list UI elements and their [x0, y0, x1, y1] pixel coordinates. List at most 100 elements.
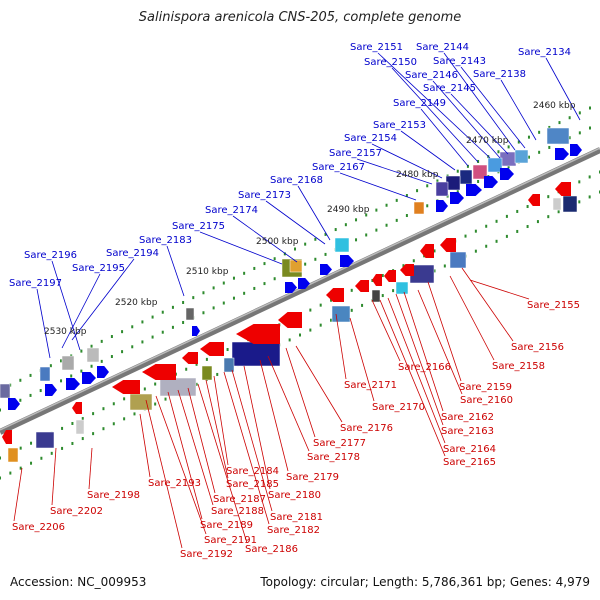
- tick-top-inner: [222, 301, 225, 305]
- gene-arrow-reverse: [355, 280, 369, 292]
- tick-bottom-inner: [402, 264, 405, 268]
- gene-block: [223, 357, 235, 373]
- accession-text: Accession: NC_009953: [10, 575, 147, 589]
- leader-line-bottom: [379, 299, 446, 457]
- leader-line-top: [400, 130, 456, 171]
- tick-bottom-inner: [578, 180, 581, 184]
- tick-top-outer: [416, 189, 419, 193]
- gene-block: [546, 127, 570, 145]
- tick-top-outer: [477, 159, 480, 163]
- scale-label: 2520 kbp: [115, 298, 158, 308]
- gene-label-bottom: Sare_2176: [340, 423, 393, 434]
- leader-line-top: [166, 245, 185, 297]
- leader-line-bottom: [177, 389, 214, 506]
- gene-block: [562, 195, 578, 213]
- gene-label-bottom: Sare_2185: [226, 479, 279, 490]
- tick-bottom-outer: [392, 289, 395, 293]
- tick-bottom-outer: [588, 195, 591, 199]
- leader-line-bottom: [213, 375, 229, 466]
- leader-line-top: [71, 258, 135, 341]
- gene-block: [159, 377, 197, 397]
- gene-block: [7, 447, 19, 463]
- tick-bottom-inner: [505, 214, 508, 218]
- tick-bottom-outer: [299, 333, 301, 337]
- leader-line-bottom: [387, 297, 446, 444]
- leader-line-top: [356, 158, 433, 185]
- gene-label-top: Sare_2134: [518, 47, 571, 58]
- gene-block: [231, 341, 281, 367]
- gene-label-top: Sare_2154: [344, 133, 397, 144]
- gene-arrow-forward: [500, 168, 514, 180]
- tick-top-outer: [538, 130, 541, 134]
- tick-top-outer: [263, 262, 266, 266]
- gene-arrow-forward: [450, 192, 464, 204]
- leader-line-top: [51, 260, 81, 351]
- tick-top-inner: [161, 330, 164, 334]
- gene-label-bottom: Sare_2202: [50, 506, 103, 517]
- tick-bottom-inner: [433, 249, 436, 253]
- gene-arrow-forward: [97, 366, 109, 378]
- gene-label-bottom: Sare_2158: [492, 361, 545, 372]
- leader-line-bottom: [145, 399, 183, 549]
- leader-line-top: [460, 66, 526, 149]
- tick-top-inner: [80, 369, 83, 373]
- leader-line-bottom: [469, 279, 530, 300]
- tick-top-inner: [121, 350, 124, 354]
- gene-label-top: Sare_2157: [329, 148, 382, 159]
- leader-line-bottom: [449, 275, 495, 361]
- gene-label-top: Sare_2167: [312, 162, 365, 173]
- tick-bottom-outer: [123, 417, 126, 421]
- tick-bottom-outer: [526, 225, 529, 229]
- tick-top-inner: [324, 252, 327, 256]
- leader-line-bottom: [187, 387, 216, 494]
- tick-top-inner: [243, 291, 246, 295]
- tick-top-inner: [182, 320, 185, 324]
- gene-label-bottom: Sare_2182: [267, 525, 320, 536]
- scale-label: 2500 kbp: [256, 237, 299, 247]
- tick-top-inner: [141, 340, 144, 344]
- gene-label-bottom: Sare_2192: [180, 549, 233, 560]
- leader-line-top: [36, 288, 51, 359]
- tick-bottom-outer: [195, 382, 198, 386]
- gene-label-bottom: Sare_2198: [87, 490, 140, 501]
- gene-label-top: Sare_2144: [416, 42, 469, 53]
- tick-bottom-inner: [330, 298, 333, 302]
- genome-summary-text: Topology: circular; Length: 5,786,361 bp…: [260, 575, 590, 589]
- tick-top-inner: [70, 374, 73, 378]
- leader-line-bottom: [403, 291, 444, 412]
- tick-top-inner: [29, 393, 32, 397]
- tick-bottom-inner: [516, 209, 519, 213]
- tick-bottom-outer: [9, 471, 12, 475]
- tick-top-outer: [283, 252, 286, 256]
- leader-line-bottom: [139, 413, 151, 478]
- tick-top-outer: [578, 111, 581, 115]
- tick-top-outer: [405, 194, 408, 198]
- tick-top-outer: [151, 315, 154, 319]
- tick-top-inner: [232, 296, 235, 300]
- gene-arrow-reverse: [555, 182, 571, 196]
- map-title: Salinispora arenicola CNS-205, complete …: [138, 10, 462, 25]
- gene-block: [459, 169, 473, 185]
- tick-top-inner: [456, 189, 459, 193]
- tick-top-outer: [232, 276, 235, 280]
- tick-bottom-outer: [350, 308, 353, 312]
- tick-bottom-inner: [143, 387, 146, 391]
- gene-label-top: Sare_2195: [72, 263, 125, 274]
- leader-line-bottom: [243, 365, 271, 490]
- tick-top-outer: [365, 213, 368, 217]
- gene-arrow-forward: [45, 384, 57, 396]
- tick-top-inner: [60, 379, 63, 383]
- tick-top-inner: [253, 286, 256, 290]
- tick-top-inner: [395, 218, 398, 222]
- gene-label-top: Sare_2197: [9, 278, 62, 289]
- tick-top-inner: [365, 233, 368, 237]
- gene-arrow-reverse: [420, 244, 434, 258]
- gene-label-bottom: Sare_2156: [511, 342, 564, 353]
- tick-bottom-outer: [309, 328, 312, 332]
- tick-top-outer: [527, 135, 530, 139]
- tick-top-inner: [527, 155, 530, 159]
- tick-top-inner: [131, 345, 134, 349]
- tick-bottom-outer: [485, 244, 488, 248]
- leader-line-top: [265, 200, 326, 245]
